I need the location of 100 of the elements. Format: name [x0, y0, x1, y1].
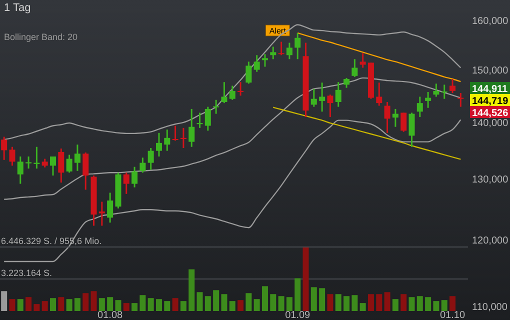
- bar: [384, 292, 390, 311]
- bar: [262, 286, 268, 311]
- candlestick: [344, 77, 350, 89]
- bar: [335, 294, 342, 311]
- bar: [98, 298, 105, 311]
- candlestick: [352, 58, 358, 78]
- bar: [302, 247, 309, 311]
- candlestick: [123, 172, 130, 195]
- chart-title: 1 Tag: [4, 2, 31, 14]
- candlestick: [254, 54, 260, 73]
- candlestick: [270, 46, 276, 60]
- candlestick: [310, 88, 317, 108]
- text: 144,911: [472, 84, 508, 95]
- bar: [172, 298, 178, 311]
- bar: [148, 298, 154, 311]
- bar: [376, 294, 382, 311]
- annotation: Alert: [269, 26, 287, 36]
- candlestick: [188, 108, 195, 148]
- bar: [9, 299, 16, 311]
- bar: [140, 295, 146, 311]
- candlestick: [213, 99, 220, 115]
- bar: [344, 296, 350, 311]
- candlestick: [246, 60, 252, 84]
- bar: [425, 297, 432, 311]
- candlestick: [164, 128, 170, 152]
- bar: [58, 297, 64, 311]
- bar: [74, 298, 80, 311]
- bar: [156, 299, 162, 311]
- bar: [34, 304, 40, 311]
- y-tick-label: 120,000: [472, 236, 509, 247]
- bar: [254, 299, 260, 311]
- bar: [50, 298, 56, 311]
- candlestick: [376, 82, 382, 106]
- bar: [164, 301, 170, 311]
- candlestick: [148, 147, 154, 170]
- bar: [246, 293, 252, 311]
- candlestick: [400, 112, 407, 133]
- bar: [188, 269, 195, 311]
- bar: [327, 294, 334, 311]
- text: 144,526: [472, 108, 509, 119]
- bar: [441, 300, 448, 311]
- candlestick: [156, 132, 162, 158]
- candlestick: [384, 101, 390, 134]
- bar: [196, 292, 203, 311]
- candlestick: [50, 156, 56, 176]
- candlestick: [450, 78, 456, 94]
- y-tick-label: 160,000: [472, 16, 509, 27]
- candlestick: [319, 82, 326, 112]
- bar: [132, 303, 138, 311]
- candlestick: [172, 125, 178, 142]
- x-tick-label: 01.08: [98, 310, 124, 320]
- bar: [115, 300, 122, 311]
- y-tick-label: 110,000: [472, 302, 508, 313]
- candlestick: [74, 144, 80, 172]
- bar: [319, 288, 326, 311]
- x-tick-label: 01.10: [440, 310, 466, 320]
- candlestick: [132, 166, 138, 188]
- bar: [107, 297, 114, 311]
- bar: [17, 299, 24, 311]
- candlestick: [26, 156, 32, 170]
- bar: [221, 294, 228, 311]
- bar: [294, 278, 301, 311]
- candlestick: [286, 42, 292, 60]
- candlestick: [425, 91, 432, 109]
- bar: [352, 295, 358, 311]
- bar: [213, 290, 220, 311]
- bar: [90, 291, 97, 311]
- candlestick: [327, 94, 334, 118]
- candlestick: [294, 32, 301, 60]
- candlestick: [238, 81, 244, 96]
- candlestick: [58, 148, 64, 184]
- candlestick: [66, 154, 72, 174]
- bar: [408, 297, 415, 311]
- candlestick: [392, 108, 398, 128]
- candlestick: [408, 112, 415, 148]
- bar: [433, 301, 440, 311]
- candlestick: [107, 192, 114, 224]
- line-series: [272, 106, 462, 160]
- bar: [42, 301, 48, 311]
- candlestick: [360, 52, 366, 68]
- candlestick: [140, 156, 146, 174]
- candlestick: [1, 136, 8, 161]
- candlestick: [82, 152, 89, 190]
- bar: [360, 303, 366, 311]
- candlestick: [17, 156, 24, 185]
- bar: [450, 296, 456, 311]
- candlestick: [433, 82, 440, 98]
- candlestick: [196, 112, 203, 129]
- bar: [26, 297, 32, 311]
- text: 144,719: [472, 96, 509, 107]
- bar: [286, 297, 292, 311]
- ref-line-label: 3.223.164 S.: [1, 268, 52, 278]
- bar: [392, 299, 398, 311]
- bar: [180, 301, 186, 311]
- line-series: [3, 119, 462, 262]
- candlestick: [204, 106, 211, 132]
- bar: [82, 293, 89, 311]
- bar: [310, 287, 317, 311]
- line-series: [296, 32, 462, 82]
- candlestick: [278, 41, 284, 56]
